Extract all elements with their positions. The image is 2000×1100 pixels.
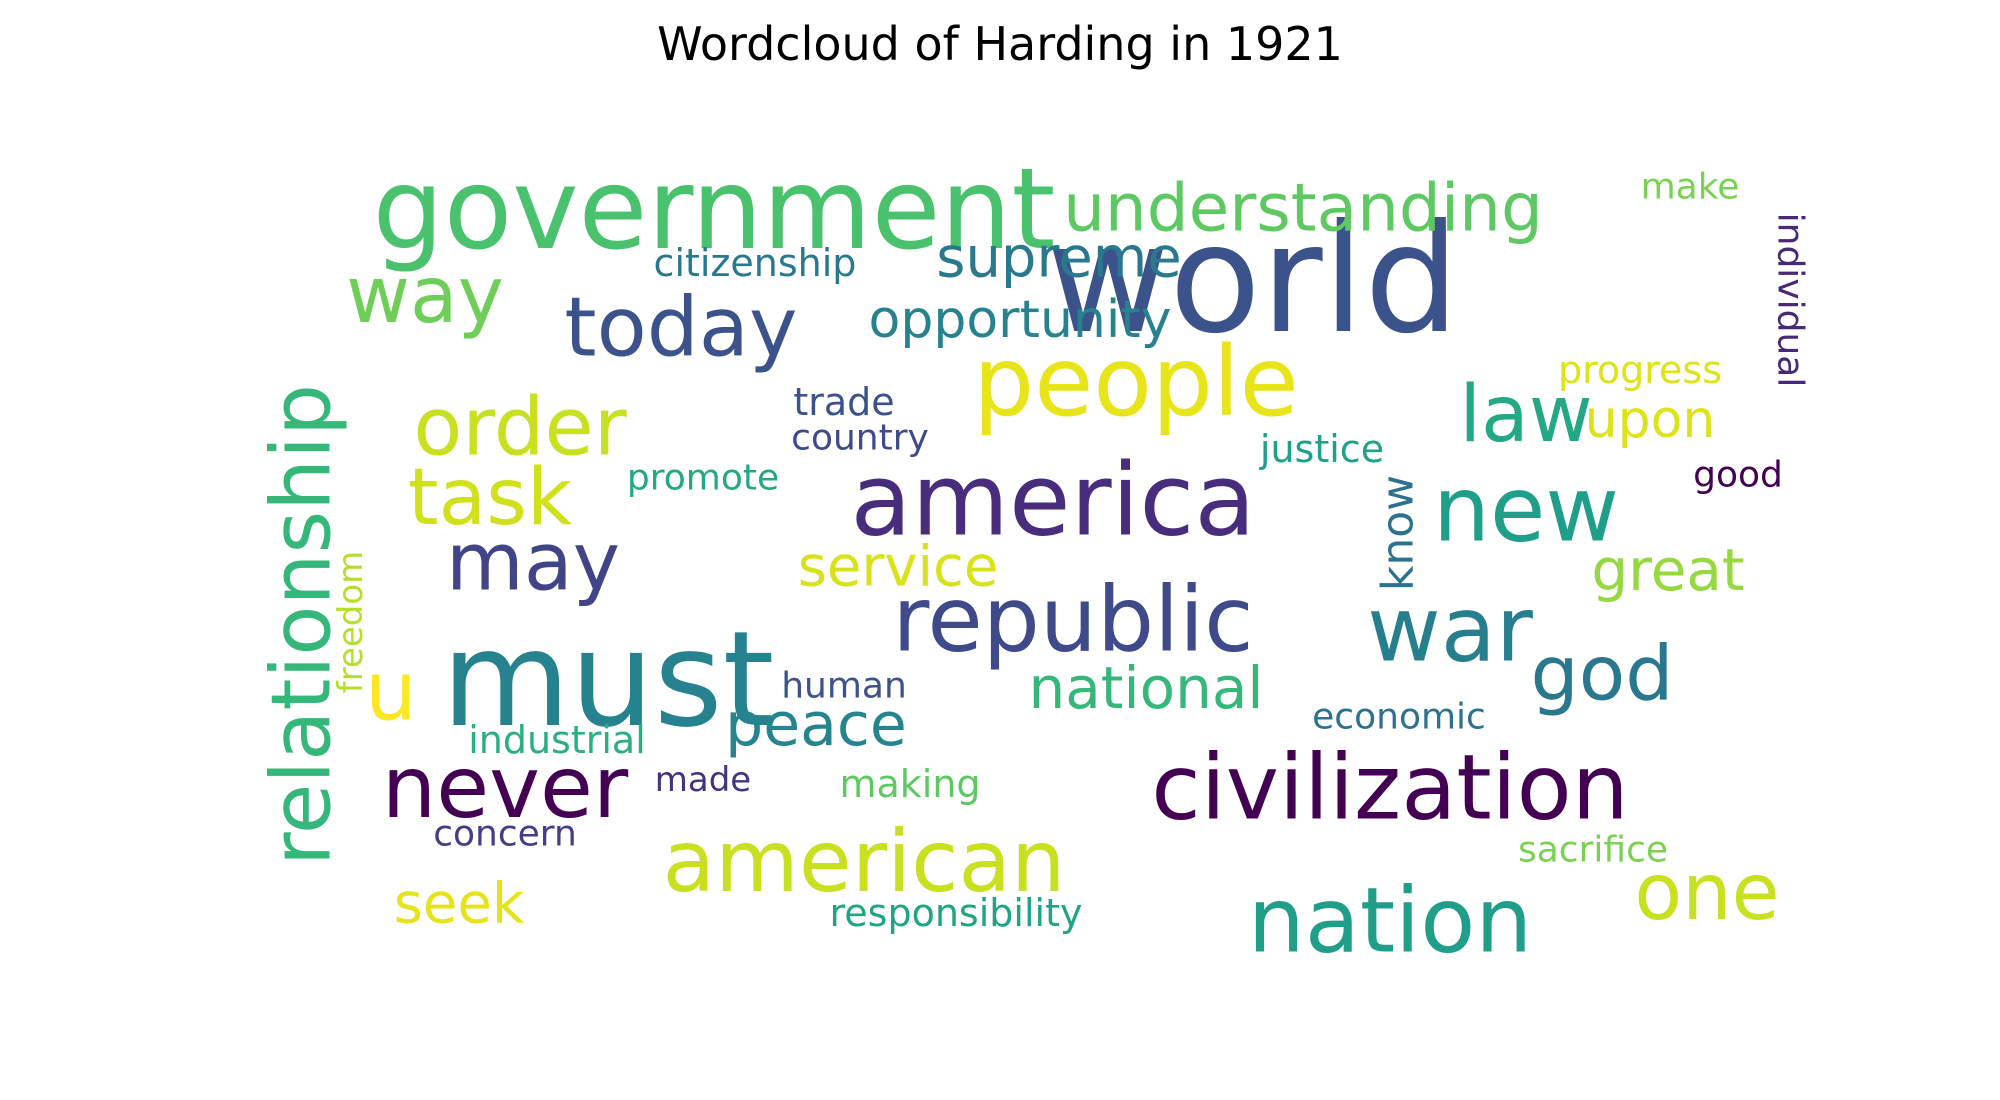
word-civilization: civilization (1151, 736, 1629, 841)
word-national: national (1028, 654, 1263, 722)
word-way: way (346, 251, 504, 341)
word-today: today (564, 281, 797, 376)
word-promote: promote (627, 458, 779, 499)
word-u: u (365, 645, 417, 740)
word-country: country (791, 418, 929, 459)
word-human: human (781, 666, 907, 707)
word-freedom: freedom (331, 551, 371, 694)
word-may: may (446, 516, 620, 609)
word-relationship: relationship (255, 384, 350, 866)
word-trade: trade (793, 380, 894, 424)
word-peace: peace (725, 690, 907, 760)
word-one: one (1634, 848, 1779, 938)
word-citizenship: citizenship (654, 241, 857, 285)
word-justice: justice (1259, 427, 1384, 471)
word-upon: upon (1585, 390, 1716, 450)
word-america: america (850, 442, 1255, 559)
word-service: service (798, 535, 999, 600)
word-opportunity: opportunity (869, 290, 1172, 350)
word-must: must (442, 603, 775, 757)
word-concern: concern (433, 814, 577, 855)
word-law: law (1459, 370, 1592, 460)
word-never: never (382, 738, 629, 838)
word-people: people (973, 326, 1298, 438)
word-nation: nation (1248, 869, 1533, 974)
word-individual: individual (1770, 213, 1811, 388)
word-war: war (1367, 578, 1533, 683)
word-order: order (413, 381, 626, 474)
word-economic: economic (1312, 697, 1486, 738)
word-world: world (1046, 193, 1459, 367)
word-new: new (1433, 458, 1619, 563)
word-supreme: supreme (936, 226, 1181, 291)
word-good: good (1693, 455, 1783, 496)
word-great: great (1591, 536, 1744, 604)
word-make: make (1641, 167, 1740, 208)
word-seek: seek (394, 872, 525, 937)
word-progress: progress (1558, 348, 1722, 392)
word-task: task (408, 453, 572, 543)
word-made: made (655, 760, 751, 800)
chart-title: Wordcloud of Harding in 1921 (657, 17, 1343, 71)
word-industrial: industrial (468, 718, 646, 762)
word-responsibility: responsibility (830, 891, 1083, 935)
word-american: american (662, 812, 1065, 912)
word-understanding: understanding (1063, 170, 1543, 247)
word-god: god (1531, 629, 1674, 718)
word-sacrifice: sacrifice (1518, 830, 1668, 871)
word-know: know (1373, 475, 1424, 591)
word-republic: republic (892, 568, 1253, 673)
word-government: government (373, 145, 1056, 275)
word-making: making (839, 762, 980, 806)
